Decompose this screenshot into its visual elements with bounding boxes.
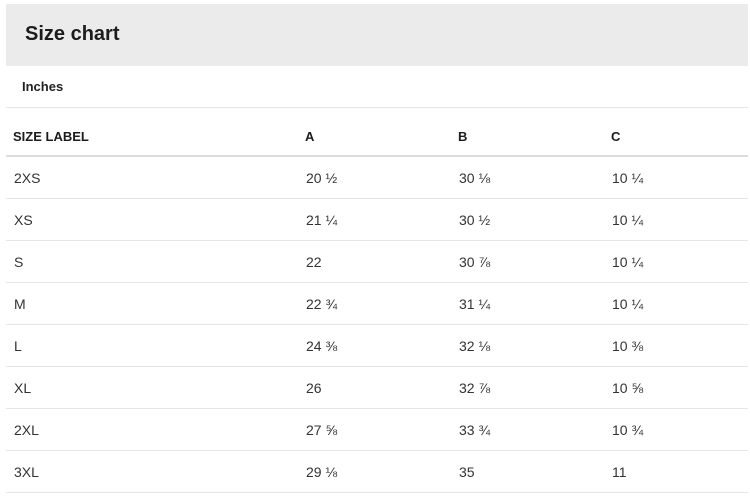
column-header-size-label: SIZE LABEL: [6, 117, 298, 157]
column-header-a: A: [298, 117, 451, 157]
cell-a: 21 ¼: [298, 198, 451, 241]
table-row: XS 21 ¼ 30 ½ 10 ¼: [6, 198, 748, 241]
cell-b: 32 ⅞: [451, 366, 604, 409]
cell-a: 26: [298, 366, 451, 409]
cell-b: 30 ½: [451, 198, 604, 241]
column-header-b: B: [451, 117, 604, 157]
cell-size-label: XL: [6, 366, 298, 409]
cell-c: 10 ¾: [604, 408, 748, 451]
table-header-row: SIZE LABEL A B C: [6, 117, 748, 157]
table-row: XL 26 32 ⅞ 10 ⅝: [6, 366, 748, 409]
unit-row: Inches: [6, 66, 748, 108]
size-chart-panel: Size chart Inches SIZE LABEL A B C 2XS 2…: [6, 4, 748, 498]
cell-c: 10 ⅜: [604, 324, 748, 367]
cell-size-label: 2XL: [6, 408, 298, 451]
cell-size-label: 2XS: [6, 156, 298, 199]
cell-size-label: S: [6, 240, 298, 283]
cell-b: 33 ¾: [451, 408, 604, 451]
table-row: 3XL 29 ⅛ 35 11: [6, 450, 748, 493]
cell-a: 24 ⅜: [298, 324, 451, 367]
cell-b: 32 ⅛: [451, 324, 604, 367]
cell-size-label: 3XL: [6, 450, 298, 493]
table-row: 2XL 27 ⅝ 33 ¾ 10 ¾: [6, 408, 748, 451]
cell-a: 22: [298, 240, 451, 283]
cell-c: 10 ⅝: [604, 366, 748, 409]
cell-c: 10 ¼: [604, 240, 748, 283]
size-chart-header: Size chart: [6, 4, 748, 66]
cell-c: 10 ¼: [604, 156, 748, 199]
cell-c: 11: [604, 450, 748, 493]
cell-c: 10 ¼: [604, 282, 748, 325]
page-title: Size chart: [25, 23, 120, 45]
cell-a: 27 ⅝: [298, 408, 451, 451]
cell-b: 30 ⅞: [451, 240, 604, 283]
cell-size-label: M: [6, 282, 298, 325]
table-row: S 22 30 ⅞ 10 ¼: [6, 240, 748, 283]
cell-b: 30 ⅛: [451, 156, 604, 199]
cell-size-label: L: [6, 324, 298, 367]
size-table: SIZE LABEL A B C 2XS 20 ½ 30 ⅛ 10 ¼ XS 2…: [6, 117, 748, 493]
cell-a: 20 ½: [298, 156, 451, 199]
table-row: M 22 ¾ 31 ¼ 10 ¼: [6, 282, 748, 325]
table-row: 2XS 20 ½ 30 ⅛ 10 ¼: [6, 156, 748, 199]
table-row: L 24 ⅜ 32 ⅛ 10 ⅜: [6, 324, 748, 367]
cell-a: 22 ¾: [298, 282, 451, 325]
cell-b: 31 ¼: [451, 282, 604, 325]
cell-b: 35: [451, 450, 604, 493]
column-header-c: C: [604, 117, 748, 157]
unit-label: Inches: [22, 79, 64, 94]
cell-a: 29 ⅛: [298, 450, 451, 493]
cell-size-label: XS: [6, 198, 298, 241]
cell-c: 10 ¼: [604, 198, 748, 241]
